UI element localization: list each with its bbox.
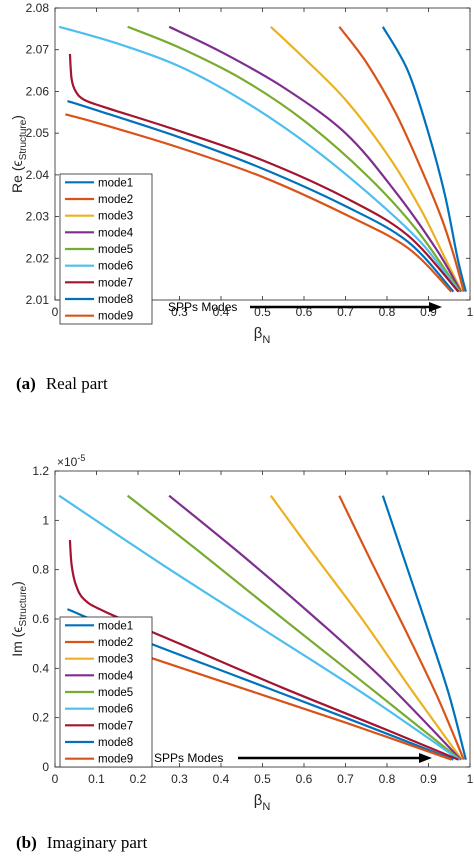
series-line-mode6	[58, 25, 461, 293]
legend-label-mode1: mode1	[98, 620, 133, 632]
x-axis-label-sub: N	[262, 801, 270, 813]
y-tick-label: 0.6	[32, 612, 49, 626]
x-tick-label: 0.7	[337, 305, 354, 319]
y-tick-label: 2.07	[26, 43, 50, 57]
y-tick-label: 2.01	[26, 293, 50, 307]
series-line-mode7	[68, 53, 460, 293]
legend-label-mode4: mode4	[98, 670, 134, 682]
legend-label-mode1: mode1	[98, 177, 133, 189]
legend-label-mode5: mode5	[98, 687, 133, 699]
series-line-mode5	[127, 25, 461, 293]
x-axis-label: βN	[254, 792, 271, 813]
series-line-mode2	[338, 495, 465, 761]
annotation-spp-modes: SPPs Modes	[168, 300, 237, 314]
x-tick-label: 1	[467, 305, 474, 319]
x-tick-label: 0	[52, 305, 59, 319]
y-axis-label-end: )	[9, 115, 25, 120]
x-tick-label: 0.8	[379, 772, 396, 786]
series-line-mode1	[381, 26, 467, 292]
y-exponent-label: ×10-5	[57, 453, 85, 469]
series-line-mode1	[381, 495, 467, 760]
caption-b: (b) Imaginary part	[16, 833, 147, 853]
series-line-mode3	[270, 25, 463, 293]
y-tick-label: 2.02	[26, 251, 50, 265]
y-tick-label: 2.08	[26, 1, 50, 15]
y-axis-label-sub: Structure	[18, 585, 29, 626]
x-tick-label: 0.2	[130, 772, 147, 786]
x-axis-label-sub: N	[262, 334, 270, 346]
chart-panel-a: 00.10.20.30.40.50.60.70.80.912.012.022.0…	[9, 1, 474, 346]
annotation-spp-modes: SPPs Modes	[154, 751, 223, 765]
caption-a: (a) Real part	[16, 374, 108, 394]
x-tick-label: 0.7	[337, 772, 354, 786]
y-tick-label: 0	[42, 760, 49, 774]
legend-label-mode6: mode6	[98, 704, 133, 716]
x-tick-label: 0.3	[171, 772, 188, 786]
x-tick-label: 1	[467, 772, 474, 786]
series-line-mode9	[65, 113, 453, 293]
y-tick-label: 2.03	[26, 210, 50, 224]
series-line-mode4	[168, 494, 462, 761]
legend-label-mode9: mode9	[98, 311, 133, 323]
y-axis-label-sub: Structure	[18, 119, 29, 160]
series-line-mode2	[338, 26, 465, 292]
legend-label-mode2: mode2	[98, 637, 133, 649]
legend-label-mode9: mode9	[98, 754, 133, 766]
y-axis-label-end: )	[9, 581, 25, 586]
chart-panel-b: 0 0.1 0.2 0.3 0.4 0.5 0.6 0.7 0.8 0.9 1 0 0.2 0.4 0.6 0…	[9, 453, 474, 813]
y-tick-label: 2.04	[26, 168, 50, 182]
y-tick-label: 0.2	[32, 711, 49, 725]
x-tick-label: 0.5	[254, 305, 271, 319]
x-tick-label: 0.4	[213, 305, 230, 319]
annotation-arrow-head	[429, 302, 442, 312]
legend-label-mode7: mode7	[98, 720, 133, 732]
legend-label-mode3: mode3	[98, 211, 133, 223]
x-tick-label: 0.6	[296, 772, 313, 786]
x-tick-label: 0.4	[213, 772, 230, 786]
series-line-mode4	[168, 25, 462, 293]
caption-a-tag: (a)	[16, 374, 36, 393]
legend-label-mode8: mode8	[98, 294, 133, 306]
caption-b-text: Imaginary part	[46, 833, 148, 852]
caption-a-text: Real part	[45, 374, 108, 393]
series-line-mode6	[58, 494, 460, 761]
legend-label-mode4: mode4	[98, 227, 134, 239]
x-tick-label: 0.8	[379, 305, 396, 319]
y-tick-label: 0.8	[32, 563, 49, 577]
series-line-mode8	[67, 99, 455, 293]
y-tick-label: 1.2	[32, 464, 49, 478]
x-tick-label: 0.1	[88, 772, 105, 786]
x-axis-label: βN	[254, 325, 271, 346]
series-line-mode5	[126, 494, 461, 761]
annotation-arrow-head	[419, 753, 432, 763]
legend-label-mode6: mode6	[98, 261, 133, 273]
y-tick-label: 2.05	[26, 126, 50, 140]
x-tick-label: 0.9	[420, 772, 437, 786]
x-tick-label: 0	[52, 772, 59, 786]
caption-b-tag: (b)	[16, 833, 37, 852]
x-tick-label: 0.3	[171, 305, 188, 319]
series-line-mode3	[269, 495, 463, 761]
legend-label-mode2: mode2	[98, 194, 133, 206]
legend-label-mode5: mode5	[98, 244, 133, 256]
x-tick-label: 0.5	[254, 772, 271, 786]
y-tick-label: 2.06	[26, 84, 50, 98]
y-tick-label: 0.4	[32, 661, 49, 675]
legend-label-mode3: mode3	[98, 654, 133, 666]
y-tick-label: 1	[42, 513, 49, 527]
y-exponent-power: -5	[77, 453, 85, 463]
x-tick-label: 0.6	[296, 305, 313, 319]
y-axis-label: Im (ϵStructure)	[9, 581, 29, 657]
legend-label-mode7: mode7	[98, 277, 133, 289]
legend-label-mode8: mode8	[98, 737, 133, 749]
